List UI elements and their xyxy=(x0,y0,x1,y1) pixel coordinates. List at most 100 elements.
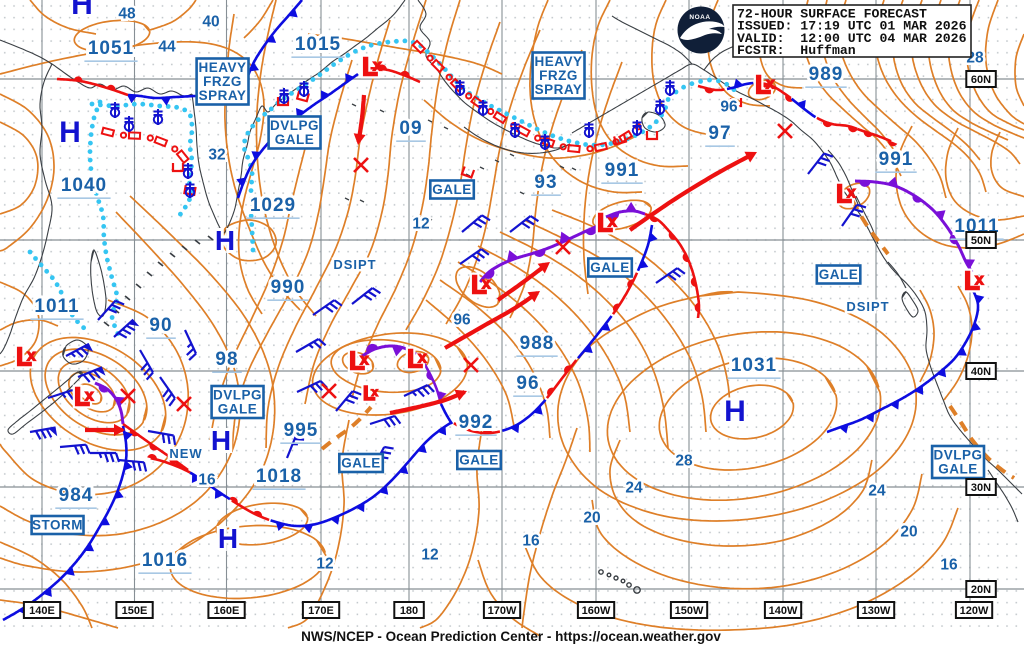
svg-text:160E: 160E xyxy=(214,605,240,617)
svg-text:12: 12 xyxy=(421,547,438,564)
svg-text:93: 93 xyxy=(534,172,557,193)
svg-text:60N: 60N xyxy=(971,74,991,86)
svg-text:L: L xyxy=(407,344,423,374)
svg-text:1031: 1031 xyxy=(731,355,777,376)
svg-text:DVLPG: DVLPG xyxy=(213,387,262,402)
svg-text:1015: 1015 xyxy=(295,34,341,55)
svg-text:48: 48 xyxy=(118,6,136,23)
svg-text:09: 09 xyxy=(399,118,422,139)
svg-text:H: H xyxy=(211,425,231,456)
svg-text:H: H xyxy=(724,395,746,428)
svg-text:H: H xyxy=(59,116,81,149)
svg-text:990: 990 xyxy=(271,277,306,298)
svg-text:48: 48 xyxy=(118,6,136,23)
svg-text:L: L xyxy=(407,344,423,374)
svg-text:24: 24 xyxy=(625,480,643,497)
svg-text:SPRAY: SPRAY xyxy=(535,82,583,97)
svg-text:20N: 20N xyxy=(971,584,991,596)
svg-text:GALE: GALE xyxy=(275,132,315,147)
svg-text:x: x xyxy=(608,213,617,230)
svg-text:170E: 170E xyxy=(308,605,334,617)
svg-text:96: 96 xyxy=(516,373,539,394)
svg-text:NEW: NEW xyxy=(169,446,202,461)
svg-text:98: 98 xyxy=(215,349,238,370)
svg-text:98: 98 xyxy=(215,349,238,370)
svg-text:40N: 40N xyxy=(971,366,991,378)
svg-text:20: 20 xyxy=(900,524,917,541)
svg-text:NWS/NCEP - Ocean Prediction Ce: NWS/NCEP - Ocean Prediction Center - htt… xyxy=(301,629,721,644)
svg-text:H: H xyxy=(59,116,81,149)
svg-text:16: 16 xyxy=(198,472,216,489)
svg-text:12: 12 xyxy=(316,556,333,573)
svg-text:984: 984 xyxy=(59,485,94,506)
svg-text:130W: 130W xyxy=(862,605,891,617)
svg-text:16: 16 xyxy=(198,472,216,489)
svg-text:HEAVY: HEAVY xyxy=(534,54,582,69)
svg-text:16: 16 xyxy=(522,533,540,550)
svg-text:FRZG: FRZG xyxy=(539,68,578,83)
svg-text:90: 90 xyxy=(149,315,172,336)
svg-text:96: 96 xyxy=(516,373,539,394)
svg-text:20: 20 xyxy=(583,510,600,527)
svg-text:96: 96 xyxy=(720,99,738,116)
svg-text:H: H xyxy=(71,0,93,21)
svg-text:DSIPT: DSIPT xyxy=(333,257,376,272)
svg-text:40: 40 xyxy=(202,14,219,31)
svg-text:GALE: GALE xyxy=(459,452,499,467)
svg-text:GALE: GALE xyxy=(819,267,859,282)
svg-text:L: L xyxy=(16,342,32,372)
svg-text:93: 93 xyxy=(534,172,557,193)
svg-text:DSIPT: DSIPT xyxy=(846,299,889,314)
svg-text:12: 12 xyxy=(421,547,438,564)
svg-text:990: 990 xyxy=(271,277,306,298)
svg-text:20: 20 xyxy=(583,510,600,527)
svg-text:991: 991 xyxy=(879,149,914,170)
svg-text:984: 984 xyxy=(59,485,94,506)
svg-text:988: 988 xyxy=(520,333,555,354)
svg-text:32: 32 xyxy=(208,147,225,164)
svg-text:GALE: GALE xyxy=(341,455,381,470)
svg-text:FCSTR: Huffman: FCSTR: Huffman xyxy=(737,43,856,58)
svg-text:H: H xyxy=(71,0,93,21)
svg-text:992: 992 xyxy=(459,412,494,433)
svg-text:1031: 1031 xyxy=(731,355,777,376)
svg-text:16: 16 xyxy=(940,557,958,574)
svg-text:L: L xyxy=(74,382,90,412)
svg-text:DSIPT: DSIPT xyxy=(846,299,889,314)
svg-text:DVLPG: DVLPG xyxy=(933,447,982,462)
svg-text:1040: 1040 xyxy=(61,175,107,196)
svg-text:SPRAY: SPRAY xyxy=(199,88,247,103)
svg-text:991: 991 xyxy=(605,160,640,181)
svg-text:989: 989 xyxy=(809,64,844,85)
svg-text:NOAA: NOAA xyxy=(689,14,710,21)
svg-text:H: H xyxy=(724,395,746,428)
svg-text:32: 32 xyxy=(208,147,225,164)
svg-text:12: 12 xyxy=(316,556,333,573)
svg-text:24: 24 xyxy=(868,483,886,500)
svg-text:L: L xyxy=(836,179,852,209)
svg-text:988: 988 xyxy=(520,333,555,354)
svg-text:991: 991 xyxy=(605,160,640,181)
svg-text:x: x xyxy=(85,387,94,404)
svg-text:90: 90 xyxy=(149,315,172,336)
svg-text:DSIPT: DSIPT xyxy=(333,257,376,272)
svg-text:L: L xyxy=(349,346,365,376)
svg-text:L: L xyxy=(16,342,32,372)
svg-text:x: x xyxy=(373,57,382,74)
svg-text:991: 991 xyxy=(879,149,914,170)
svg-text:x: x xyxy=(371,385,378,399)
svg-text:GALE: GALE xyxy=(218,401,258,416)
svg-text:989: 989 xyxy=(809,64,844,85)
svg-text:L: L xyxy=(755,70,771,100)
svg-text:x: x xyxy=(27,347,36,364)
svg-text:L: L xyxy=(964,266,980,296)
svg-text:H: H xyxy=(215,225,235,256)
svg-text:96: 96 xyxy=(453,312,471,329)
svg-text:FRZG: FRZG xyxy=(203,74,242,89)
svg-text:1016: 1016 xyxy=(142,550,188,571)
svg-text:20: 20 xyxy=(900,524,917,541)
svg-text:140W: 140W xyxy=(769,605,798,617)
svg-text:1011: 1011 xyxy=(34,296,79,317)
svg-text:H: H xyxy=(211,425,231,456)
svg-text:140E: 140E xyxy=(29,605,55,617)
